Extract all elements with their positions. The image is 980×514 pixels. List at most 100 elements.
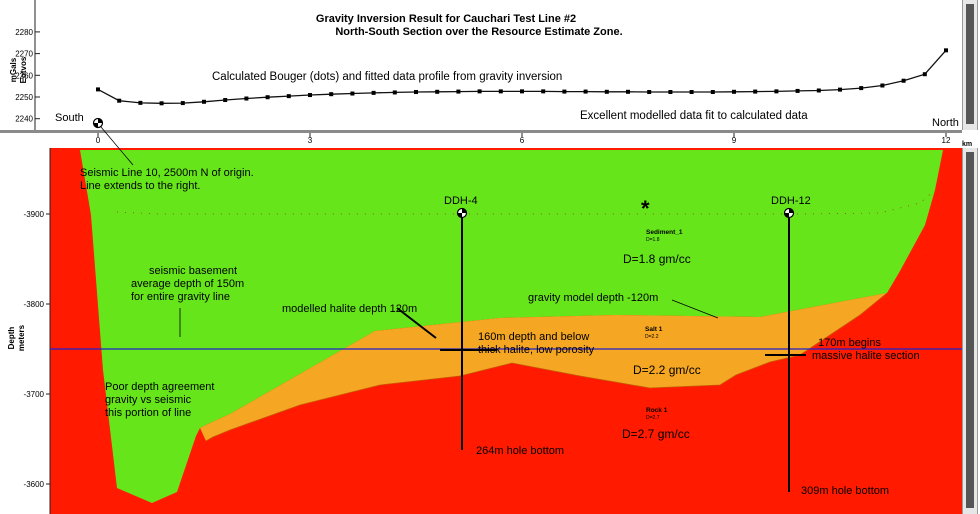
gravity-data-point (435, 89, 440, 94)
x-tick-label: 0 (96, 136, 101, 145)
ddh4-bottom-label: 264m hole bottom (476, 445, 564, 457)
gravity-data-point (117, 98, 122, 103)
salt-layer (200, 293, 887, 441)
sediment-name: Sediment_1 (646, 229, 683, 236)
top-y-unit-eotvos: Eotvos (19, 56, 28, 83)
section-y-tick-label: -3700 (24, 390, 45, 399)
basement-note-line1: seismic basement (149, 265, 237, 277)
sediment-layer (80, 150, 943, 503)
drill-hole-ddh4 (440, 207, 497, 450)
gravity-data-point (180, 101, 185, 106)
panel-divider (0, 130, 962, 133)
salt-density: D=2.2 gm/cc (633, 363, 701, 377)
section-panel-scrollbar-thumb[interactable] (966, 152, 974, 508)
gravity-data-point (689, 90, 694, 95)
ddh12-bottom-label: 309m hole bottom (801, 485, 889, 497)
gravity-data-point (604, 89, 609, 94)
basement-note-line3: for entire gravity line (131, 291, 230, 303)
gravity-depth-leader (671, 299, 719, 319)
poor-note-line1: Poor depth agreement (105, 381, 214, 393)
top-y-tick-label: 2250 (15, 93, 33, 102)
gravity-data-point (944, 48, 948, 53)
ddh12-label: DDH-12 (771, 195, 811, 207)
gravity-data-point (795, 88, 800, 93)
gravity-data-point (541, 89, 546, 94)
gravity-data-point (498, 89, 503, 94)
gravity-data-point (732, 89, 736, 94)
x-tick-label: 9 (732, 136, 737, 145)
top-panel-scrollbar[interactable] (962, 0, 978, 130)
gravity-data-point (96, 87, 100, 92)
top-y-tick-label: 2270 (15, 50, 33, 59)
top-panel-scrollbar-thumb[interactable] (966, 4, 974, 124)
x-unit-label: km (962, 141, 972, 148)
rock-name: Rock 1 (646, 407, 668, 414)
x-tick-label: 12 (942, 136, 951, 145)
top-y-unit-mgals: mGals (9, 57, 18, 82)
gravity-data-point (286, 94, 291, 99)
gravity-data-point (838, 87, 842, 92)
top-panel-bg (0, 0, 980, 132)
x-tick-label: 6 (520, 136, 525, 145)
gravity-data-point (647, 90, 652, 95)
star-marker: * (641, 196, 650, 221)
gravity-data-point (265, 95, 270, 100)
poor-note-line3: this portion of line (105, 407, 191, 419)
top-panel-title: Gravity Inversion Result for Cauchari Te… (316, 13, 576, 25)
gravity-data-point (456, 89, 461, 94)
gravity-data-point (922, 72, 927, 77)
gravity-data-point (668, 90, 673, 95)
section-panel-scrollbar[interactable] (962, 148, 978, 514)
thick-note-line2: thick halite, low porosity (478, 344, 595, 356)
gravity-data-point (159, 101, 164, 106)
gravity-data-point (880, 83, 885, 88)
rock-density-small: D=2.7 (646, 415, 660, 421)
sediment-density: D=1.8 gm/cc (623, 252, 691, 266)
gravity-data-point (223, 98, 228, 103)
profile-caption: Calculated Bouger (dots) and fitted data… (212, 71, 562, 83)
salt-name: Salt 1 (645, 326, 663, 333)
top-y-ticks: 2280 2270 2260 2250 2240 (15, 28, 40, 124)
section-y-ticks: -3900 -3800 -3700 -3600 (24, 210, 50, 489)
sediment-density-small: D=1.8 (646, 237, 660, 243)
top-panel-subtitle: North-South Section over the Resource Es… (335, 26, 622, 38)
top-y-tick-label: 2240 (15, 115, 33, 124)
seismic-note-line1: Seismic Line 10, 2500m N of origin. (80, 167, 254, 179)
gravity-data-point (138, 100, 143, 105)
section-y-label-meters: meters (17, 324, 26, 351)
south-label: South (55, 112, 84, 124)
gravity-data-point (308, 93, 312, 98)
x-tick-label: 3 (308, 136, 313, 145)
section-left-margin (37, 148, 50, 514)
gravity-data-point (477, 89, 482, 94)
drill-hole-ddh12 (765, 207, 806, 492)
seismic-leader-line (100, 126, 134, 166)
gravity-data-point (350, 91, 355, 96)
salt-density-small: D=2.2 (645, 334, 659, 340)
gravity-data-point (753, 89, 758, 94)
gravity-data-points (96, 48, 948, 106)
gravity-data-point (626, 89, 630, 94)
gravity-depth-note: gravity model depth -120m (528, 292, 658, 304)
gravity-data-point (520, 89, 524, 94)
gravity-data-point (202, 99, 206, 104)
gravity-data-point (392, 90, 397, 95)
halite-depth-pointer (396, 307, 437, 339)
rock-density: D=2.7 gm/cc (622, 427, 690, 441)
gravity-data-point (859, 86, 864, 91)
halite-depth-note: modelled halite depth 120m (282, 303, 417, 315)
fit-caption: Excellent modelled data fit to calculate… (580, 110, 808, 122)
thick-note-line1: 160m depth and below (478, 331, 589, 343)
section-y-tick-label: -3600 (24, 480, 45, 489)
top-y-tick-label: 2280 (15, 28, 33, 37)
section-y-label-depth: Depth (7, 327, 16, 350)
gravity-data-point (583, 89, 588, 94)
gravity-data-point (329, 92, 334, 97)
section-y-tick-label: -3800 (24, 300, 45, 309)
basement-note-line2: average depth of 150m (131, 278, 244, 290)
gravity-data-point (414, 90, 418, 95)
gravity-data-point (816, 88, 821, 93)
top-y-tick-label: 2260 (15, 71, 33, 80)
massive-note-line1: 170m begins (818, 337, 881, 349)
